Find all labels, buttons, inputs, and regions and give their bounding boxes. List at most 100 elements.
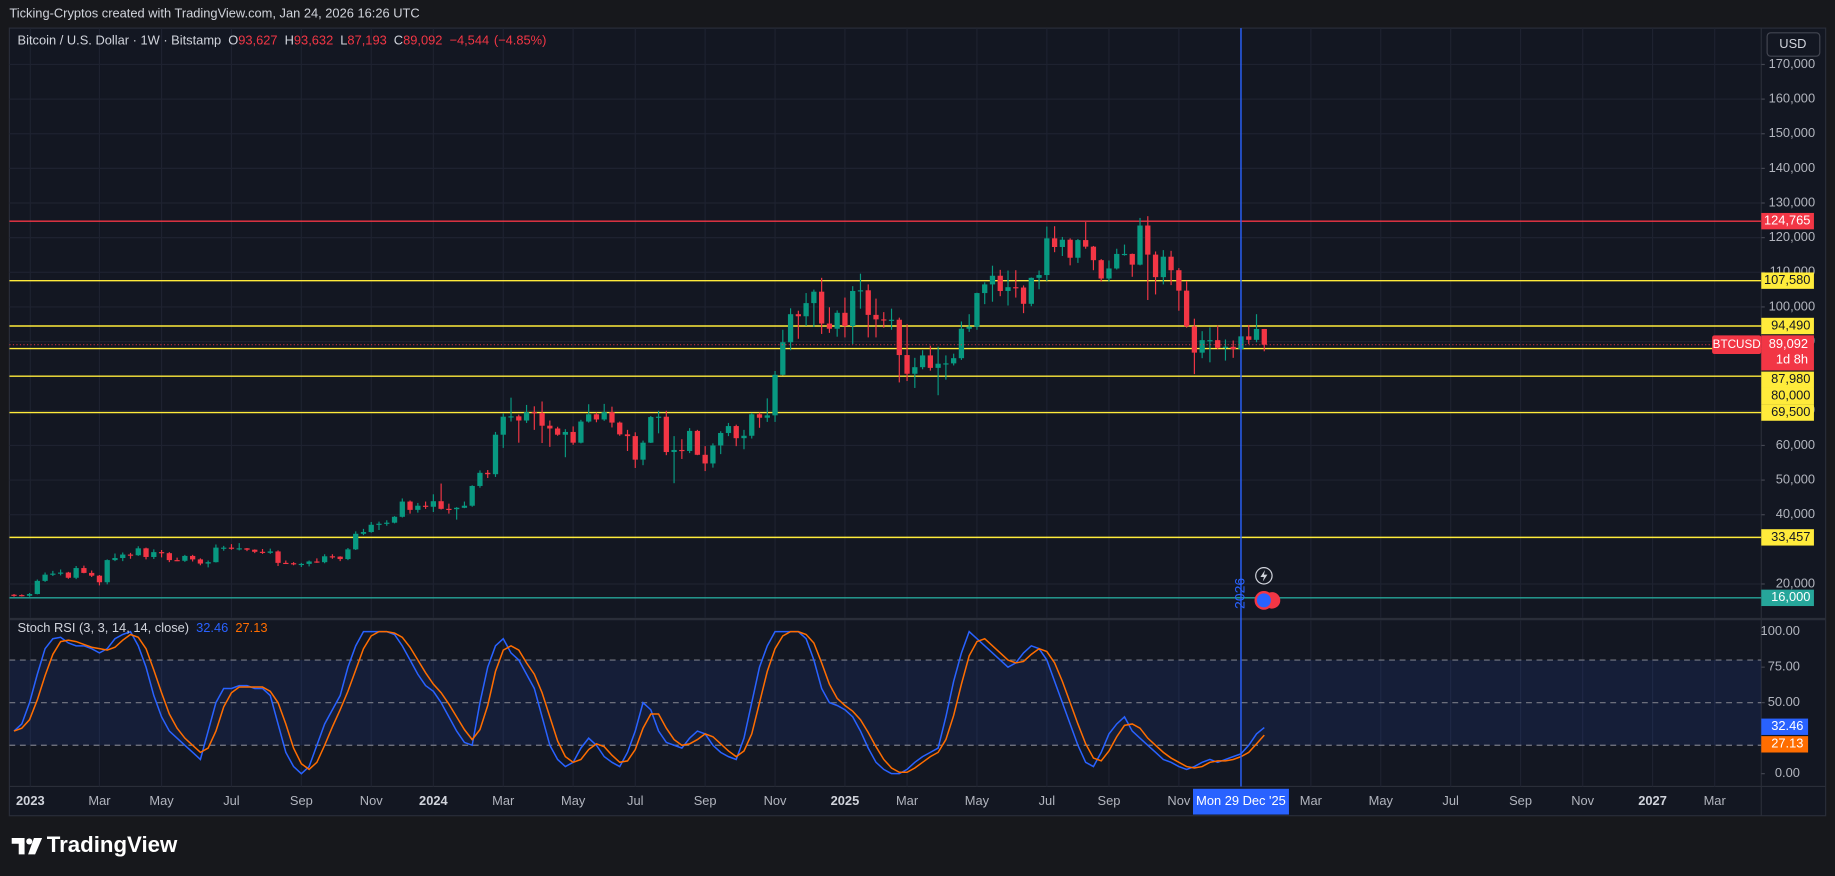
candle-body bbox=[213, 547, 219, 563]
brand-logo: TradingView bbox=[11, 832, 178, 857]
candle-body bbox=[997, 275, 1003, 291]
level-tag bbox=[1761, 317, 1814, 335]
candle-body bbox=[1028, 277, 1034, 304]
x-tick-label: 2024 bbox=[419, 793, 448, 808]
candle-body bbox=[438, 501, 444, 509]
legend-text: (−4.85%) bbox=[494, 32, 547, 47]
candle-body bbox=[710, 445, 716, 464]
price-tag bbox=[1761, 335, 1814, 371]
candle-body bbox=[811, 291, 817, 304]
candle-body bbox=[454, 507, 460, 510]
symbol-tag bbox=[1712, 335, 1762, 355]
crosshair-date-box bbox=[1192, 788, 1289, 815]
candle-body bbox=[19, 595, 25, 597]
candle-body bbox=[314, 561, 320, 563]
logo-mark bbox=[28, 837, 43, 855]
x-tick-label: Mar bbox=[896, 793, 919, 808]
candle-body bbox=[842, 312, 848, 326]
candle-body bbox=[182, 555, 188, 561]
candle-body bbox=[818, 291, 825, 324]
x-tick-label: Mar bbox=[1300, 793, 1323, 808]
candle-body bbox=[640, 442, 646, 460]
x-tick-label: Sep bbox=[1098, 793, 1121, 808]
candle-body bbox=[73, 568, 79, 578]
candle-body bbox=[65, 572, 72, 578]
candle-body bbox=[873, 314, 879, 320]
candle-body bbox=[1215, 340, 1221, 348]
candle-body bbox=[197, 559, 204, 564]
candle-body bbox=[989, 275, 996, 285]
candle-body bbox=[446, 508, 452, 511]
x-tick-label: Mar bbox=[88, 793, 111, 808]
candle-body bbox=[1230, 346, 1236, 350]
candle-body bbox=[912, 367, 918, 374]
candle-body bbox=[516, 416, 522, 421]
level-tag bbox=[1761, 387, 1814, 405]
candle-body bbox=[904, 355, 910, 374]
candle-body bbox=[562, 431, 569, 435]
y-tick-label: 100,000 bbox=[1769, 298, 1815, 313]
candle-body bbox=[702, 454, 708, 464]
legend-text: H bbox=[285, 32, 294, 47]
y-tick-label: 120,000 bbox=[1769, 229, 1815, 244]
candle-body bbox=[96, 575, 103, 583]
candle-body bbox=[523, 412, 530, 421]
candle-body bbox=[205, 562, 211, 564]
candle-body bbox=[951, 358, 957, 364]
currency-button-box[interactable] bbox=[1766, 32, 1821, 57]
level-tag-label: 33,457 bbox=[1771, 529, 1810, 544]
candle-body bbox=[353, 533, 359, 550]
candle-body bbox=[803, 303, 809, 317]
candle-body bbox=[469, 485, 475, 506]
candle-body bbox=[1207, 340, 1213, 342]
candle-body bbox=[376, 523, 382, 525]
currency-label[interactable]: USD bbox=[1779, 36, 1806, 51]
candle-body bbox=[259, 551, 266, 553]
y-tick-label: 60,000 bbox=[1776, 437, 1815, 452]
candle-body bbox=[694, 430, 701, 455]
candle-body bbox=[881, 319, 887, 321]
candle-body bbox=[368, 524, 374, 533]
level-tag-label: 16,000 bbox=[1771, 589, 1810, 604]
x-tick-label: May bbox=[149, 793, 174, 808]
x-tick-label: Mar bbox=[492, 793, 515, 808]
x-tick-label: Nov bbox=[360, 793, 383, 808]
candle-body bbox=[26, 594, 33, 596]
candle-body bbox=[974, 293, 980, 327]
currency-button[interactable]: USD bbox=[1766, 32, 1821, 57]
level-tag-label: 87,980 bbox=[1771, 371, 1810, 386]
candle-body bbox=[1121, 253, 1128, 256]
candle-body bbox=[42, 574, 48, 581]
candle-body bbox=[1106, 268, 1112, 279]
candle-body bbox=[1222, 346, 1229, 348]
logo-mark bbox=[11, 837, 25, 855]
candle-body bbox=[958, 328, 965, 359]
candle-body bbox=[151, 552, 157, 557]
candle-body bbox=[1067, 239, 1073, 258]
candle-body bbox=[1075, 240, 1081, 258]
x-tick-label: May bbox=[561, 793, 586, 808]
candle-body bbox=[1129, 253, 1135, 265]
candle-body bbox=[391, 516, 398, 523]
x-tick-label: Jul bbox=[1442, 793, 1458, 808]
y-tick-label: 50.00 bbox=[1768, 694, 1800, 709]
candle-body bbox=[1253, 328, 1260, 340]
y-tick-label: 75.00 bbox=[1768, 659, 1800, 674]
stoch-value-tag-label: 32.46 bbox=[1771, 718, 1803, 733]
logo-mark bbox=[26, 838, 33, 845]
candle-body bbox=[461, 505, 468, 508]
candle-body bbox=[1059, 239, 1066, 247]
candle-body bbox=[158, 552, 165, 554]
event-icon[interactable] bbox=[1254, 591, 1274, 610]
candle-body bbox=[174, 560, 180, 562]
candle-body bbox=[81, 568, 87, 573]
x-tick-label: Jul bbox=[627, 793, 643, 808]
candle-body bbox=[943, 363, 949, 365]
y-tick-label: 40,000 bbox=[1776, 506, 1815, 521]
candle-body bbox=[89, 572, 95, 576]
candle-body bbox=[671, 449, 677, 453]
level-tag bbox=[1761, 212, 1814, 230]
candle-body bbox=[539, 412, 545, 426]
candle-body bbox=[919, 355, 926, 368]
